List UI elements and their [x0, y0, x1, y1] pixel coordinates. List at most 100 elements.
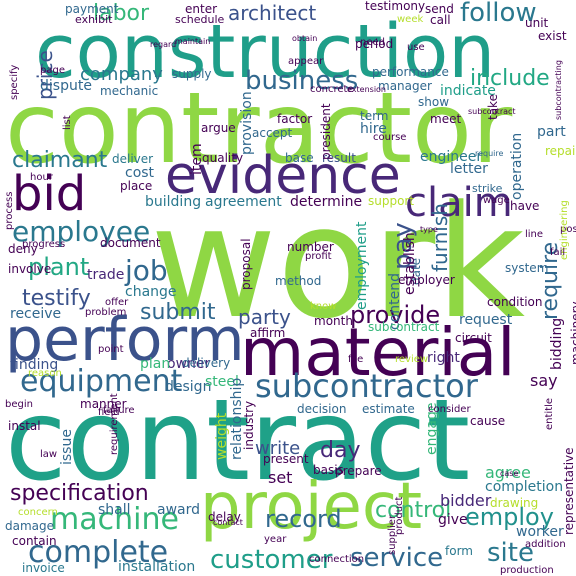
word-performance: performance [372, 65, 449, 79]
word-profit: profit [305, 251, 332, 262]
word-concern: concern [18, 507, 58, 518]
word-say: say [530, 371, 558, 390]
word-involve: involve [8, 262, 52, 276]
word-production: production [500, 565, 554, 576]
word-subcontracting: subcontracting [554, 60, 563, 120]
word-record: record [265, 505, 342, 533]
word-connection: connection [309, 554, 365, 565]
word-industry: industry [242, 400, 256, 450]
word-customer: customer [210, 545, 333, 575]
word-extension: extension [347, 85, 386, 94]
word-shall: shall [98, 502, 131, 518]
word-base: base [285, 151, 314, 165]
word-agree: agree [485, 463, 531, 482]
word-project: project [200, 470, 423, 544]
word-manner: manner [80, 397, 127, 411]
word-machine: machine [50, 502, 179, 537]
word-know: know [310, 301, 337, 312]
word-specification: specification [10, 481, 149, 506]
word-architect: architect [228, 1, 317, 25]
word-process: process [4, 191, 15, 230]
word-perform: perform [5, 305, 245, 375]
word-send: send [425, 2, 454, 16]
word-circuit: circuit [455, 331, 492, 345]
word-worker: worker [516, 524, 564, 540]
word-engineer: engineer [420, 149, 483, 165]
word-bidder: bidder [440, 491, 492, 510]
word-method: method [275, 274, 322, 288]
word-invoice: invoice [22, 561, 65, 575]
word-claim: claim [405, 180, 513, 226]
word-service: service [350, 543, 444, 573]
word-completion: completion [485, 479, 564, 495]
word-obtain: obtain [292, 34, 318, 43]
word-control: control [375, 498, 452, 523]
word-enter: enter [185, 2, 218, 16]
word-week: week [397, 14, 424, 25]
word-company: company [80, 64, 163, 85]
word-claimant: claimant [12, 148, 108, 173]
word-contractor: contractor [5, 72, 513, 186]
word-proposal: proposal [239, 238, 253, 290]
word-failure: failure [103, 405, 135, 416]
word-site: site [487, 538, 534, 568]
word-regard: regard [150, 40, 177, 49]
word-weight: weight [214, 412, 230, 460]
word-bidding: bidding [549, 317, 565, 370]
word-fail: fail [550, 247, 566, 258]
word-write: write [255, 438, 301, 459]
word-strike: strike [472, 182, 503, 195]
word-receive: receive [10, 306, 62, 322]
word-bid: bid [12, 166, 87, 222]
word-submit: submit [140, 300, 216, 325]
word-delivery: delivery [182, 356, 231, 370]
word-problem: problem [85, 307, 127, 318]
word-basis: basis [313, 463, 344, 477]
word-testimony: testimony [365, 0, 426, 13]
word-follow: follow [460, 0, 537, 28]
word-position: position [560, 224, 576, 235]
word-employ: employ [465, 503, 554, 531]
word-support: support [368, 194, 415, 208]
word-party: party [238, 305, 291, 329]
word-job: job [125, 254, 168, 287]
word-change: change [125, 284, 177, 300]
word-building: building [145, 194, 202, 210]
word-supplier: supplier [387, 514, 398, 555]
word-set: set [268, 468, 293, 487]
word-determine: determine [290, 194, 363, 210]
word-employer: employer [398, 273, 455, 287]
word-contain: contain [12, 534, 57, 548]
word-hire: hire [360, 121, 387, 137]
word-quality: quality [202, 151, 244, 165]
word-letter: letter [450, 161, 488, 177]
word-furnish: furnish [428, 203, 452, 272]
word-point: point [98, 344, 124, 355]
word-drawing: drawing [490, 496, 539, 510]
word-cost: cost [125, 165, 155, 181]
word-design: design [165, 379, 212, 395]
word-machinery: machinery [569, 301, 576, 365]
word-term: term [360, 109, 389, 123]
word-course: course [373, 132, 407, 143]
word-deliver: deliver [112, 152, 154, 166]
word-provision: provision [239, 91, 255, 155]
word-finding: finding [10, 357, 59, 373]
word-form: form [445, 544, 473, 558]
word-show: show [418, 95, 450, 109]
word-number: number [287, 240, 334, 254]
word-item: item [189, 143, 205, 175]
word-factor: factor [277, 112, 313, 126]
word-material: material [240, 314, 516, 391]
word-steel: steel [205, 374, 239, 390]
word-dispute: dispute [40, 78, 92, 94]
word-president: president [319, 103, 333, 160]
word-establish: establish [402, 232, 418, 295]
word-day: day [320, 438, 361, 463]
word-manager: manager [378, 79, 432, 93]
word-payment: payment [65, 2, 119, 16]
word-year: year [264, 534, 287, 545]
word-progress: progress [22, 239, 66, 250]
word-wage: wage [483, 195, 510, 206]
word-require: require [475, 149, 504, 158]
